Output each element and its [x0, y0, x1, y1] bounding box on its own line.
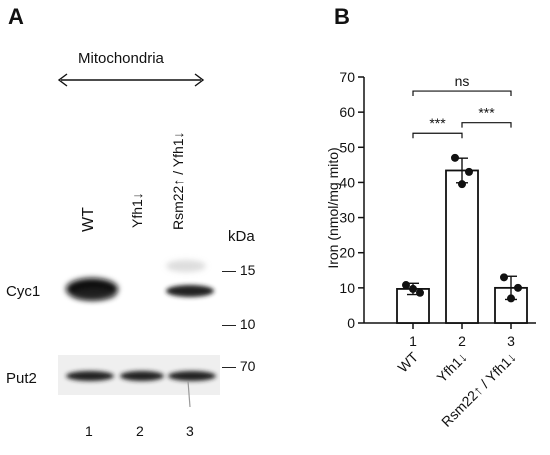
put2-band-2	[120, 371, 164, 381]
y-tick-label-0: 0	[347, 315, 355, 331]
cyc1-blot	[66, 260, 214, 300]
data-point-1-2	[416, 288, 424, 297]
row-label-cyc1: Cyc1	[6, 283, 41, 300]
cyc1-smear-rsm22	[166, 260, 206, 272]
panel-a-letter: A	[8, 4, 24, 29]
marker-15: — 15	[222, 262, 256, 278]
y-tick-label-10: 10	[339, 280, 355, 296]
panel-b-letter: B	[334, 4, 350, 29]
data-point-1-3	[409, 284, 417, 293]
lane-label-wt: WT	[80, 207, 97, 232]
y-tick-label-50: 50	[339, 139, 355, 155]
category-label-2: Yfh1↓	[433, 349, 470, 386]
data-point-2-3	[458, 180, 466, 189]
y-tick-label-60: 60	[339, 104, 355, 120]
data-point-1-1	[402, 281, 410, 290]
row-label-put2: Put2	[6, 370, 37, 387]
x-tick-label-3: 3	[507, 333, 515, 349]
significance-bracket-3	[412, 90, 512, 97]
category-label-1: WT	[394, 348, 421, 375]
significance-label-2: ***	[478, 105, 495, 121]
x-tick-label-2: 2	[458, 333, 466, 349]
marker-10: — 10	[222, 316, 256, 332]
y-tick-label-20: 20	[339, 245, 355, 261]
y-tick-label-40: 40	[339, 174, 355, 190]
lane-number-2: 2	[136, 423, 144, 439]
significance-bracket-1	[412, 132, 463, 139]
kda-label: kDa	[228, 228, 255, 245]
bar-2	[445, 169, 479, 324]
lane-number-1: 1	[85, 423, 93, 439]
put2-blot	[58, 355, 220, 408]
iron-bar-chart: Iron (nmol/mg mito) 0 10 20 30 40 50 60 70 1WT 2Y…	[325, 69, 536, 430]
data-point-3-1	[500, 273, 508, 282]
marker-70: — 70	[222, 358, 256, 374]
data-point-2-2	[465, 167, 473, 176]
mitochondria-double-arrow	[57, 73, 205, 87]
significance-bracket-2	[461, 122, 512, 128]
y-tick-label-70: 70	[339, 69, 355, 85]
y-tick-label-30: 30	[339, 210, 355, 226]
x-tick-label-1: 1	[409, 333, 417, 349]
data-point-3-3	[507, 294, 515, 303]
lane-label-yfh1: Yfh1↓	[129, 192, 145, 228]
lane-number-3: 3	[186, 423, 194, 439]
cyc1-band-rsm22	[166, 285, 214, 297]
significance-label-3: ns	[455, 73, 470, 89]
lane-label-rsm22-yfh1: Rsm22↑ / Yfh1↓	[170, 131, 186, 230]
data-point-3-2	[514, 283, 522, 292]
put2-band-3	[168, 371, 216, 381]
significance-label-1: ***	[429, 115, 446, 131]
mitochondria-header: Mitochondria	[78, 50, 164, 67]
data-point-2-1	[451, 153, 459, 162]
put2-band-1	[66, 371, 114, 381]
cyc1-band-wt-shadow	[72, 288, 116, 300]
y-axis-label: Iron (nmol/mg mito)	[325, 147, 341, 268]
